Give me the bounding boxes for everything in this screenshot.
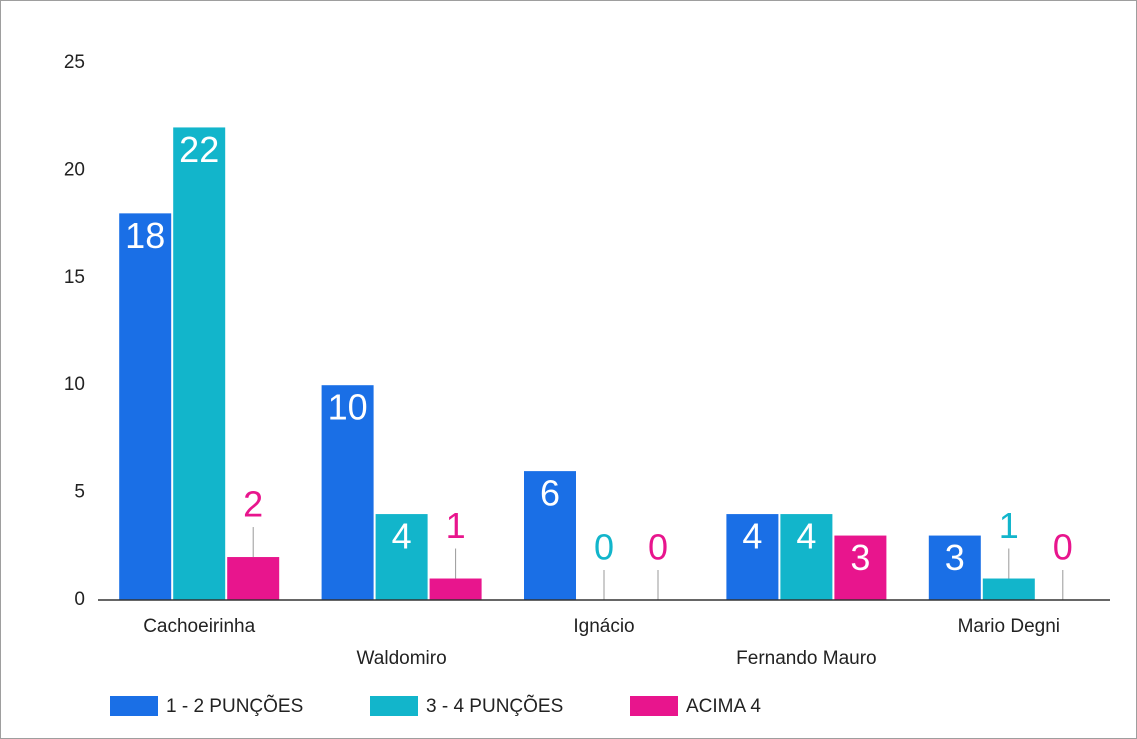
data-label: 0 <box>1053 527 1073 568</box>
bar <box>928 535 981 600</box>
data-label: 0 <box>594 527 614 568</box>
y-tick-label: 5 <box>74 482 85 503</box>
legend-label: ACIMA 4 <box>686 696 761 717</box>
bar <box>429 578 482 600</box>
data-label: 0 <box>648 527 668 568</box>
data-label: 6 <box>540 473 560 514</box>
y-tick-label: 0 <box>74 589 85 610</box>
bar <box>780 514 833 600</box>
bar <box>834 535 887 600</box>
legend-swatch <box>630 696 678 716</box>
data-label: 4 <box>392 516 412 557</box>
bar <box>173 127 226 600</box>
data-label: 10 <box>328 387 368 428</box>
legend-label: 3 - 4 PUNÇÕES <box>426 695 563 717</box>
y-tick-label: 20 <box>64 159 85 180</box>
bar <box>726 514 779 600</box>
x-tick-label: Ignácio <box>573 616 634 637</box>
data-label: 1 <box>999 505 1019 546</box>
y-tick-label: 15 <box>64 267 85 288</box>
x-tick-label: Cachoeirinha <box>143 616 255 637</box>
x-tick-label: Waldomiro <box>357 648 447 669</box>
bar <box>227 557 280 600</box>
x-tick-label: Fernando Mauro <box>736 648 876 669</box>
bar <box>982 578 1035 600</box>
bar <box>524 471 576 600</box>
data-label: 18 <box>125 215 165 256</box>
legend-swatch <box>370 696 418 716</box>
bar <box>119 213 172 601</box>
data-label: 3 <box>850 537 870 578</box>
data-label: 4 <box>742 516 762 557</box>
bar <box>375 514 428 600</box>
y-tick-label: 10 <box>64 374 85 395</box>
data-label: 3 <box>945 537 965 578</box>
data-label: 22 <box>179 129 219 170</box>
y-tick-label: 25 <box>64 52 85 73</box>
legend-swatch <box>110 696 158 716</box>
data-label: 1 <box>446 505 466 546</box>
data-label: 4 <box>796 516 816 557</box>
bar <box>321 385 374 600</box>
x-tick-label: Mario Degni <box>958 616 1060 637</box>
legend-label: 1 - 2 PUNÇÕES <box>166 695 303 717</box>
data-label: 2 <box>243 484 263 525</box>
